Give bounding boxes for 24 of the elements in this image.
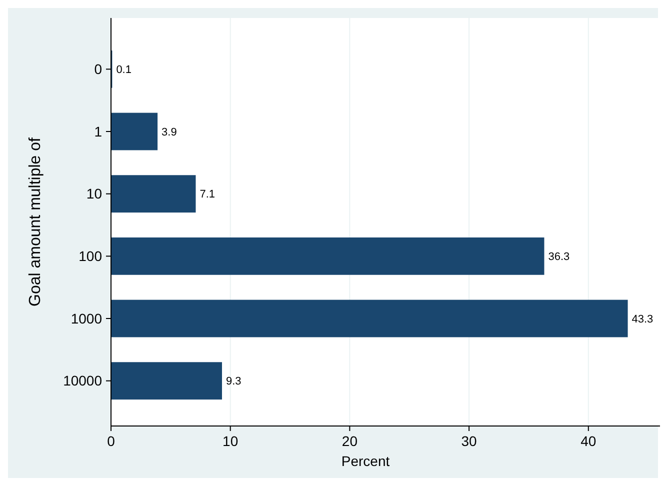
x-tick-label: 20 xyxy=(342,433,358,449)
bar xyxy=(111,300,628,338)
y-tick-label: 100 xyxy=(78,248,102,264)
y-tick-label: 1 xyxy=(94,123,102,140)
bar xyxy=(111,362,222,400)
y-tick-label: 0 xyxy=(94,61,102,78)
y-axis-title: Goal amount multiple of xyxy=(27,136,44,306)
bar xyxy=(111,237,544,275)
data-label: 7.1 xyxy=(200,188,216,201)
y-tick-label: 1000 xyxy=(70,310,102,326)
x-tick-label: 40 xyxy=(580,433,596,449)
data-label: 0.1 xyxy=(116,64,132,76)
y-tick-label: 10000 xyxy=(63,372,102,389)
bar xyxy=(111,112,158,150)
data-label: 43.3 xyxy=(632,313,654,326)
data-label: 36.3 xyxy=(548,251,570,264)
data-label: 3.9 xyxy=(162,126,177,138)
data-label: 9.3 xyxy=(226,376,242,388)
x-tick-label: 10 xyxy=(222,433,238,449)
bar xyxy=(111,175,196,213)
x-axis-title: Percent xyxy=(341,453,390,469)
x-tick-label: 0 xyxy=(107,433,116,449)
y-tick-label: 10 xyxy=(86,186,102,202)
x-tick-label: 30 xyxy=(461,433,478,449)
